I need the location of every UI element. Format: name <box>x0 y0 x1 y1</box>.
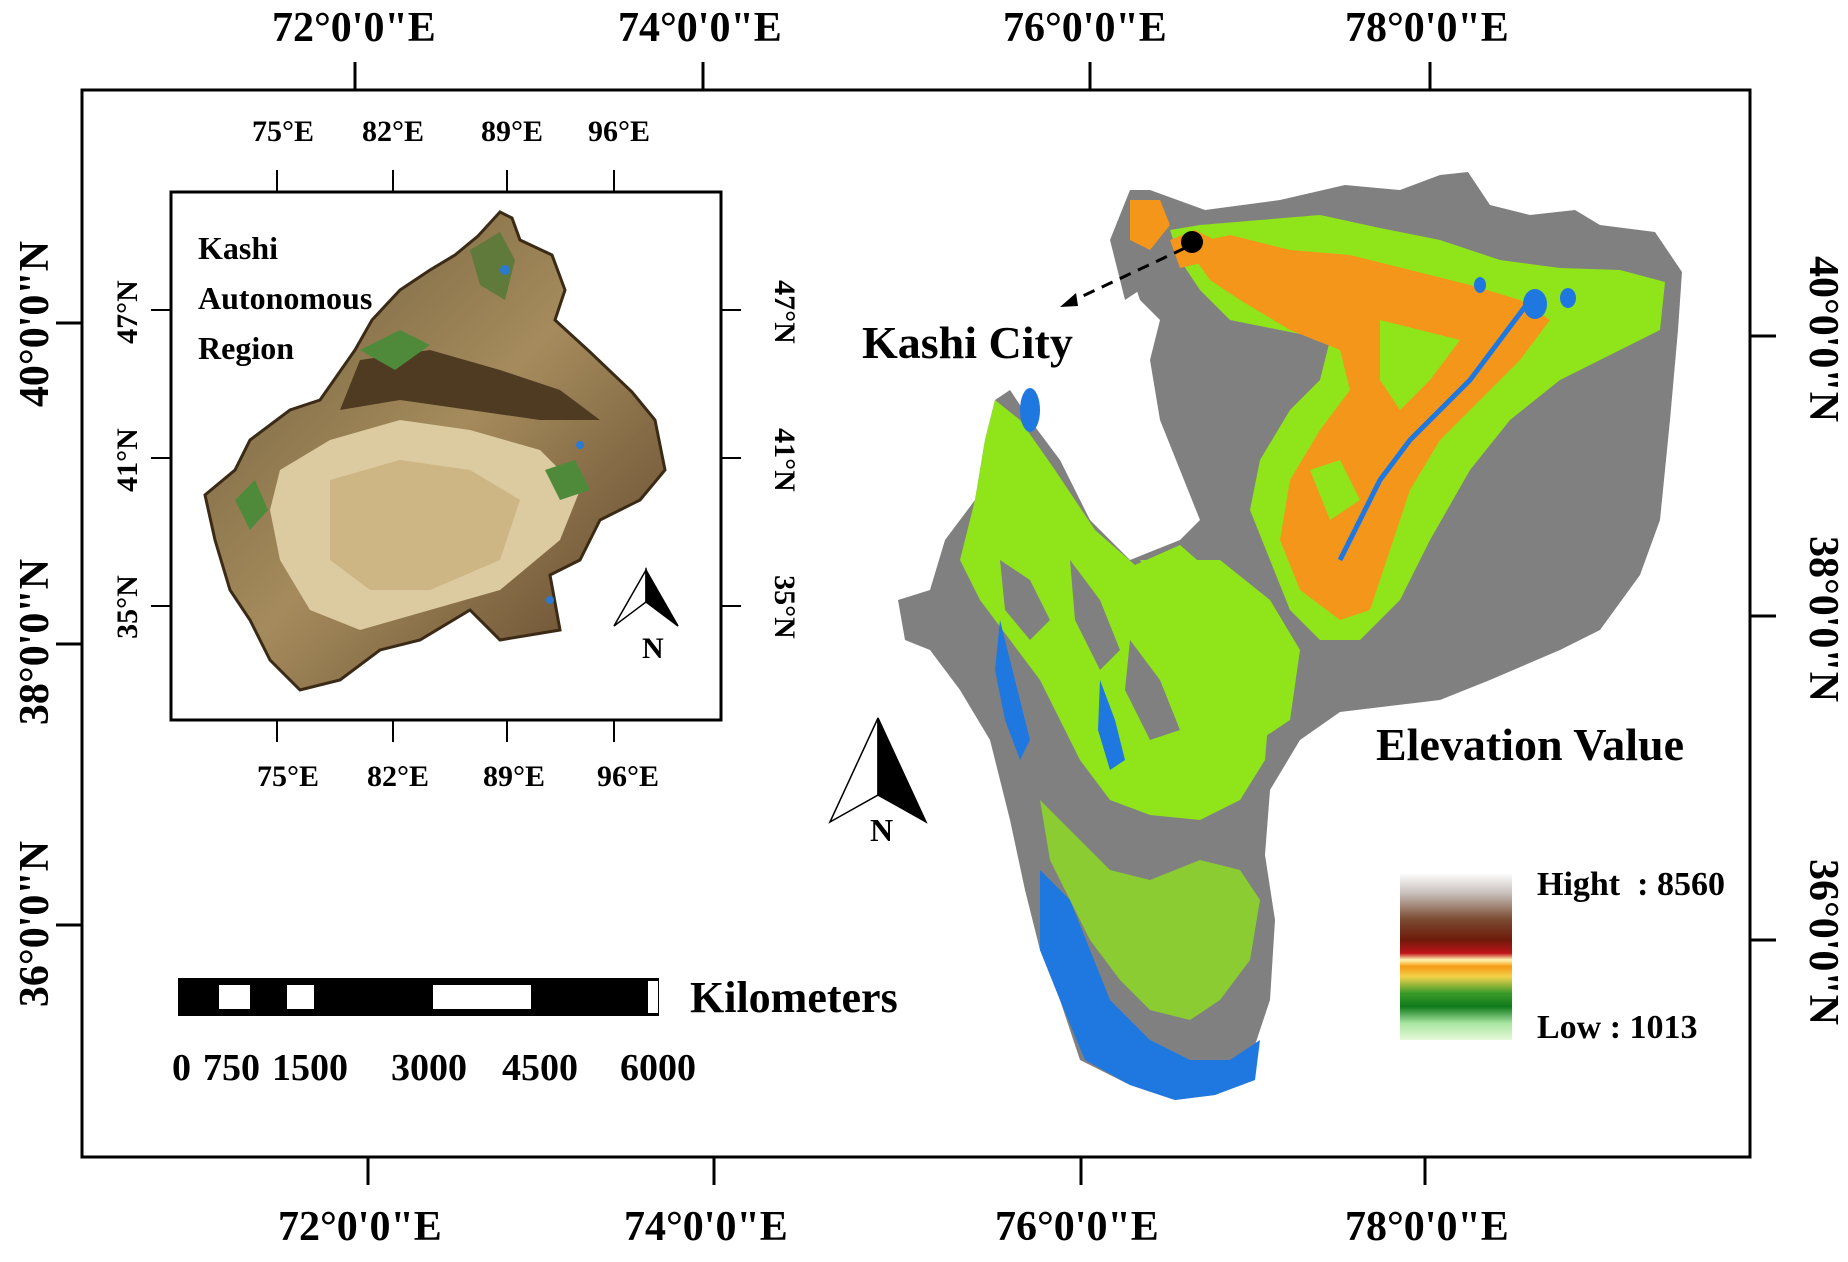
outer-top-lon-72: 72°0'0"E <box>272 5 436 51</box>
scale-tick-3000: 3000 <box>391 1047 467 1089</box>
legend-title: Elevation Value <box>1376 719 1685 770</box>
scale-tick-1500: 1500 <box>272 1047 348 1089</box>
legend-high-label: Hight : 8560 <box>1537 866 1725 903</box>
outer-top-lon-74: 74°0'0"E <box>618 5 782 51</box>
outer-bottom-lon-72: 72°0'0"E <box>278 1204 442 1250</box>
inset-top-lon-96: 96°E <box>588 115 651 148</box>
outer-right-lat-38: 38°0'0"N <box>1800 535 1847 703</box>
inset-bottom-lon-89: 89°E <box>483 760 546 793</box>
outer-left-lat-40: 40°0'0"N <box>12 240 59 408</box>
inset-top-lon-82: 82°E <box>362 115 425 148</box>
inset-right-lat-35: 35°N <box>767 575 801 639</box>
kashi-city-marker <box>1060 231 1203 307</box>
inset-left-lat-41: 41°N <box>110 428 144 492</box>
inset-ticks <box>151 170 741 742</box>
scale-tick-0: 0 <box>172 1047 191 1089</box>
outer-bottom-lon-74: 74°0'0"E <box>624 1204 788 1250</box>
main-north-arrow <box>828 717 928 824</box>
inset-right-lat-41: 41°N <box>767 428 801 492</box>
inset-right-lat-47: 47°N <box>767 280 801 344</box>
inset-bottom-lon-82: 82°E <box>367 760 430 793</box>
scale-tick-4500: 4500 <box>502 1047 578 1089</box>
outer-right-lat-40: 40°0'0"N <box>1800 255 1847 423</box>
outer-top-lon-76: 76°0'0"E <box>1003 5 1167 51</box>
scale-tick-6000: 6000 <box>620 1047 696 1089</box>
inset-left-lat-35: 35°N <box>110 575 144 639</box>
legend-low-label: Low : 1013 <box>1537 1009 1698 1046</box>
outer-bottom-lon-78: 78°0'0"E <box>1345 1204 1509 1250</box>
outer-left-lat-38: 38°0'0"N <box>12 558 59 726</box>
outer-right-lat-36: 36°0'0"N <box>1800 858 1847 1026</box>
outer-left-lat-36: 36°0'0"N <box>12 840 59 1008</box>
scale-unit-label: Kilometers <box>690 973 898 1022</box>
inset-top-lon-75: 75°E <box>252 115 315 148</box>
inset-north-label: N <box>642 632 664 665</box>
inset-top-lon-89: 89°E <box>481 115 544 148</box>
inset-title-line-3: Region <box>198 330 294 366</box>
inset-north-arrow <box>613 567 679 627</box>
inset-title-line-1: Kashi <box>198 230 279 266</box>
inset-bottom-lon-96: 96°E <box>597 760 660 793</box>
outer-frame <box>80 88 1752 1159</box>
scale-tick-750: 750 <box>203 1047 260 1089</box>
kashi-city-label: Kashi City <box>862 317 1073 368</box>
outer-bottom-lon-76: 76°0'0"E <box>995 1204 1159 1250</box>
inset-title-line-2: Autonomous <box>198 280 373 316</box>
legend-color-ramp <box>1400 873 1512 1040</box>
outer-top-lon-78: 78°0'0"E <box>1345 5 1509 51</box>
outer-ticks <box>56 62 1776 1185</box>
inset-left-lat-47: 47°N <box>110 280 144 344</box>
inset-xinjiang-region <box>203 210 667 692</box>
inset-bottom-lon-75: 75°E <box>257 760 320 793</box>
main-north-label: N <box>870 812 894 848</box>
scale-bar <box>178 978 659 1016</box>
main-region-map <box>898 172 1682 1100</box>
